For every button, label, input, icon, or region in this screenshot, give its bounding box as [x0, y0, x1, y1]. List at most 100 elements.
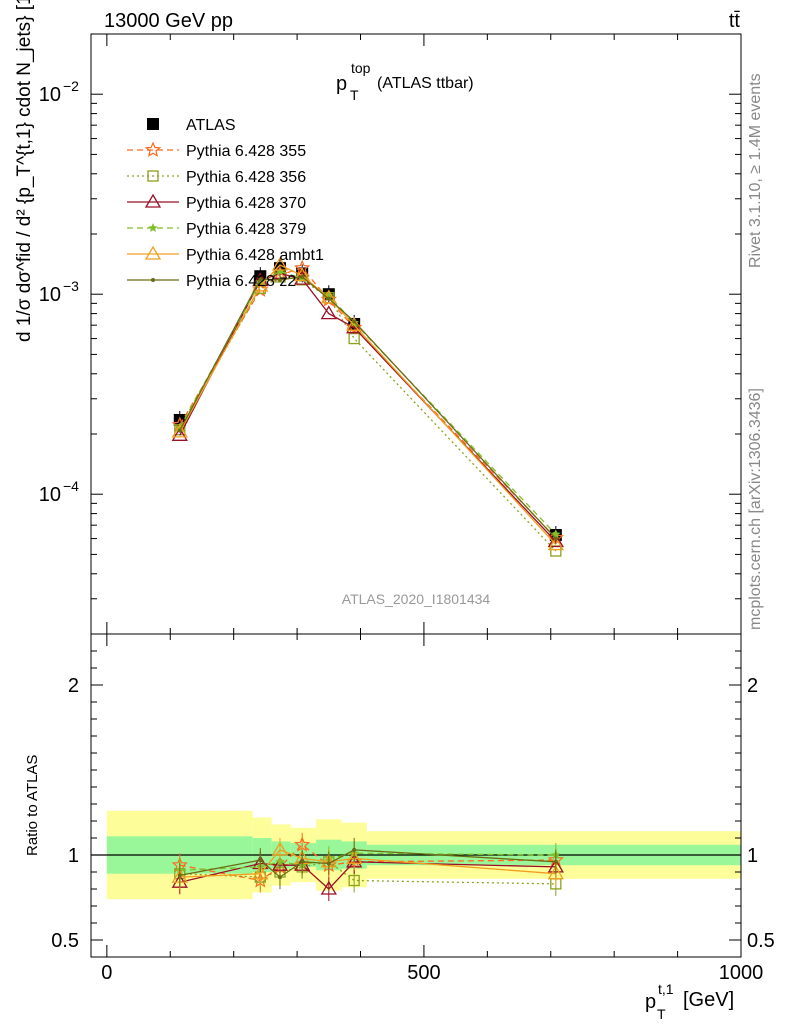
- series-line: [179, 264, 557, 546]
- plot-title-suffix: (ATLAS ttbar): [377, 75, 474, 92]
- series-line: [179, 276, 557, 540]
- y-tick-exponent: −2: [63, 78, 79, 94]
- series-line: [179, 267, 557, 539]
- y-tick-label: 10: [39, 484, 61, 506]
- y-tick-label: 10: [39, 84, 61, 106]
- ratio-y-tick-label-left: 2: [68, 675, 79, 697]
- rivet-version-label: Rivet 3.1.10, ≥ 1.4M events: [747, 73, 764, 268]
- ratio-panel: 0.5 0.5 1 1 2 2 0 500 1000 Ratio to ATLAS pt,1 T [Ge…: [24, 633, 775, 1022]
- legend-label: Pythia 6.428 z2: [186, 273, 296, 290]
- ratio-series-pythia-6-428-z2: [177, 837, 558, 890]
- plot-title: p: [336, 73, 347, 95]
- series-pythia-6-428-356: [174, 271, 562, 557]
- ratio-y-tick-label-left: 1: [68, 845, 79, 867]
- legend-item: Pythia 6.428 355: [127, 141, 306, 160]
- legend-label: ATLAS: [186, 117, 236, 134]
- ratio-y-axis-label: Ratio to ATLAS: [24, 755, 41, 856]
- data-point: [271, 256, 289, 271]
- ratio-point: [547, 865, 564, 880]
- legend: ATLAS Pythia 6.428 355 Pythia 6.428 356 Pyt…: [127, 117, 324, 290]
- legend-marker: [147, 170, 159, 182]
- legend-marker: [144, 141, 162, 157]
- data-point: [352, 319, 357, 324]
- legend-item: Pythia 6.428 356: [127, 169, 306, 186]
- x-axis-label-subscript: T: [657, 1006, 666, 1022]
- legend-marker: [147, 118, 159, 130]
- series-atlas: [173, 259, 562, 545]
- series-line: [179, 270, 557, 535]
- data-point: [177, 428, 182, 433]
- ratio-y-tick-label-right: 2: [747, 675, 758, 697]
- data-point: [277, 277, 282, 282]
- data-point: [348, 332, 360, 345]
- legend-marker: [148, 223, 158, 232]
- series-pythia-6-428-379: [175, 266, 561, 539]
- ratio-point: [553, 859, 558, 864]
- data-point: [547, 536, 564, 551]
- data-point: [300, 274, 305, 279]
- ratio-point: [277, 875, 282, 880]
- legend-label: Pythia 6.428 355: [186, 143, 306, 160]
- legend-label: Pythia 6.428 ambt1: [186, 247, 324, 264]
- data-point: [346, 319, 363, 334]
- y-tick-exponent: −3: [63, 278, 79, 294]
- watermark: ATLAS_2020_I1801434: [342, 591, 491, 607]
- data-point: [320, 305, 337, 320]
- data-point: [171, 423, 188, 438]
- series-line: [179, 276, 557, 552]
- series-pythia-6-428-370: [171, 265, 564, 548]
- ratio-point: [300, 859, 305, 864]
- legend-item: ATLAS: [147, 117, 236, 134]
- plot-title-subscript: T: [350, 87, 359, 103]
- ratio-point: [271, 841, 289, 856]
- x-axis-label-suffix: [GeV]: [683, 989, 734, 1011]
- x-tick-label: 1000: [719, 962, 764, 984]
- data-point: [324, 291, 334, 300]
- process-label: tt̄: [729, 10, 741, 32]
- ratio-y-tick-label-right: 1: [747, 845, 758, 867]
- ratio-point: [326, 861, 331, 866]
- legend-marker: [144, 193, 162, 208]
- legend-marker: [144, 245, 162, 260]
- data-point: [553, 536, 558, 541]
- ratio-plot-frame: [90, 633, 742, 958]
- ratio-point: [352, 847, 357, 852]
- ratio-point: [258, 858, 263, 863]
- y-tick-exponent: −4: [63, 478, 79, 494]
- legend-label: Pythia 6.428 356: [186, 169, 306, 186]
- ratio-point: [252, 865, 269, 880]
- legend-marker: [151, 278, 155, 282]
- data-point: [346, 316, 363, 331]
- ratio-y-tick-label-left: 0.5: [51, 930, 79, 952]
- legend-item: Pythia 6.428 z2: [127, 273, 296, 290]
- data-point: [326, 296, 331, 301]
- legend-item: Pythia 6.428 370: [127, 193, 306, 212]
- x-tick-label: 500: [407, 962, 440, 984]
- data-point: [171, 427, 188, 441]
- legend-label: Pythia 6.428 379: [186, 221, 306, 238]
- series-line: [179, 272, 557, 542]
- x-tick-label: 0: [101, 962, 112, 984]
- ratio-point: [348, 874, 360, 887]
- legend-label: Pythia 6.428 370: [186, 195, 306, 212]
- data-point: [275, 266, 285, 276]
- ratio-point: [177, 873, 182, 878]
- x-axis-label: p: [645, 991, 656, 1013]
- y-tick-label: 10: [39, 284, 61, 306]
- ratio-y-tick-label-right: 0.5: [747, 930, 775, 952]
- ratio-point: [320, 880, 337, 895]
- legend-item: Pythia 6.428 ambt1: [127, 245, 324, 264]
- data-point: [320, 289, 337, 304]
- series-pythia-6-428-z2: [177, 274, 558, 541]
- series-pythia-6-428-355: [171, 259, 565, 545]
- data-point: [294, 267, 311, 282]
- legend-item: Pythia 6.428 379: [127, 221, 306, 238]
- energy-label: 13000 GeV pp: [104, 10, 233, 32]
- y-axis-label: d 1/σ dσ^fid / d² {p_T^{t,1} cdot N_jets…: [14, 0, 35, 342]
- plot-title-superscript: top: [351, 60, 371, 76]
- x-axis-label-superscript: t,1: [658, 981, 674, 997]
- ratio-point: [346, 850, 363, 865]
- source-label: mcplots.cern.ch [arXiv:1306.3436]: [747, 388, 764, 630]
